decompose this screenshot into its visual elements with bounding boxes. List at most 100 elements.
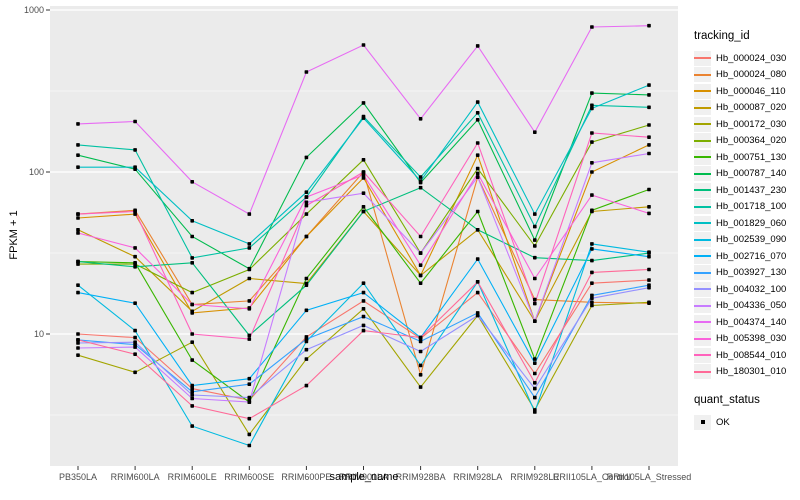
legend-line-swatch (694, 189, 711, 192)
legend-item: Hb_000024_030 (694, 50, 798, 67)
legend-key-box (694, 331, 711, 347)
legend-item-label: Hb_000364_020 (716, 135, 787, 147)
legend-key-box (694, 364, 711, 380)
legend-tracking-items: Hb_000024_030 Hb_000024_080 Hb_000046_110 H… (694, 50, 798, 380)
legend-item-label: Hb_004374_140 (716, 316, 787, 328)
legend-item: Hb_001437_230 (694, 182, 798, 199)
x-axis-title: sample_name (329, 471, 399, 483)
legend-item: Hb_000024_080 (694, 67, 798, 84)
svg-text:PB350LA: PB350LA (59, 472, 97, 482)
legend-line-swatch (694, 123, 711, 126)
legend-title-quant-status: quant_status (694, 394, 760, 406)
legend-key-box (694, 166, 711, 182)
legend-line-swatch (694, 205, 711, 208)
legend-line-swatch (694, 156, 711, 159)
legend-key-box (694, 149, 711, 165)
legend-key-box (694, 248, 711, 264)
legend-line-swatch (694, 271, 711, 274)
y-axis-title: FPKM + 1 (8, 210, 20, 260)
legend-item-label: Hb_000024_080 (716, 69, 787, 81)
svg-text:RRIM600LE: RRIM600LE (168, 472, 217, 482)
legend-item: Hb_003927_130 (694, 265, 798, 282)
legend-item: Hb_000364_020 (694, 133, 798, 150)
legend-item: Hb_000087_020 (694, 100, 798, 117)
legend-key-box (694, 347, 711, 363)
legend-item: Hb_004374_140 (694, 314, 798, 331)
legend-key-box (694, 298, 711, 314)
legend-item-label: OK (716, 416, 730, 428)
legend-line-swatch (694, 222, 711, 225)
svg-text:RRIM600LA: RRIM600LA (111, 472, 160, 482)
legend-key-box (694, 182, 711, 198)
legend-line-swatch (694, 288, 711, 291)
svg-text:1000: 1000 (24, 5, 44, 15)
legend-item-label: Hb_001718_100 (716, 201, 787, 213)
legend-item-label: Hb_008544_010 (716, 349, 787, 361)
svg-text:100: 100 (29, 167, 44, 177)
legend-item-label: Hb_002716_070 (716, 250, 787, 262)
svg-text:RRII105LA_Stressed: RRII105LA_Stressed (607, 472, 692, 482)
legend-key-box (694, 215, 711, 231)
legend-item-label: Hb_000087_020 (716, 102, 787, 114)
legend-item-label: Hb_000024_030 (716, 52, 787, 64)
legend-line-swatch (694, 238, 711, 241)
legend-line-swatch (694, 57, 711, 60)
legend-item-label: Hb_000172_030 (716, 118, 787, 130)
legend-item-label: Hb_001437_230 (716, 184, 787, 196)
legend-line-swatch (694, 304, 711, 307)
legend-item-label: Hb_003927_130 (716, 267, 787, 279)
legend-item: Hb_000172_030 (694, 116, 798, 133)
legend-item: Hb_000046_110 (694, 83, 798, 100)
legend-item: Hb_001718_100 (694, 199, 798, 216)
legend-line-swatch (694, 73, 711, 76)
svg-text:RRIM928LE: RRIM928LE (510, 472, 559, 482)
legend-key-box (694, 100, 711, 116)
legend-item-label: Hb_004336_050 (716, 300, 787, 312)
legend-item-quant-ok: OK (694, 414, 798, 431)
svg-text:RRIM600SE: RRIM600SE (224, 472, 274, 482)
legend-item: Hb_000787_140 (694, 166, 798, 183)
legend-key-box (694, 67, 711, 83)
legend-item: Hb_004336_050 (694, 298, 798, 315)
legend-key-box (694, 83, 711, 99)
legend-key-box (694, 133, 711, 149)
legend-item-label: Hb_004032_100 (716, 283, 787, 295)
legend-item: Hb_004032_100 (694, 281, 798, 298)
legend-item: Hb_002716_070 (694, 248, 798, 265)
legend-line-swatch (694, 337, 711, 340)
legend-key-box (694, 314, 711, 330)
legend-key-box (694, 50, 711, 66)
svg-text:RRIM901LA: RRIM901LA (339, 472, 388, 482)
legend-item: Hb_180301_010 (694, 364, 798, 381)
legend-key-box (694, 232, 711, 248)
legend-key-box (694, 281, 711, 297)
legend-line-swatch (694, 370, 711, 373)
legend-line-swatch (694, 90, 711, 93)
svg-text:RRII105LA_Control: RRII105LA_Control (553, 472, 631, 482)
legend-item: Hb_008544_010 (694, 347, 798, 364)
svg-text:RRIM600PE: RRIM600PE (281, 472, 331, 482)
legend-item: Hb_002539_090 (694, 232, 798, 249)
legend-line-swatch (694, 172, 711, 175)
legend-key-box (694, 199, 711, 215)
legend: tracking_id Hb_000024_030 Hb_000024_080 Hb… (694, 30, 798, 431)
svg-text:RRIM928LA: RRIM928LA (453, 472, 502, 482)
legend-title-tracking-id: tracking_id (694, 30, 750, 42)
point-square-icon (700, 420, 705, 425)
svg-text:10: 10 (34, 329, 44, 339)
legend-line-swatch (694, 321, 711, 324)
legend-item: Hb_001829_060 (694, 215, 798, 232)
legend-line-swatch (694, 106, 711, 109)
legend-item-label: Hb_000046_110 (716, 85, 786, 97)
legend-item-label: Hb_001829_060 (716, 217, 787, 229)
legend-item: Hb_005398_030 (694, 331, 798, 348)
legend-item-label: Hb_005398_030 (716, 333, 787, 345)
svg-text:RRIM928BA: RRIM928BA (396, 472, 446, 482)
legend-item-label: Hb_002539_090 (716, 234, 787, 246)
legend-key-box (694, 265, 711, 281)
legend-item-label: Hb_000751_130 (716, 151, 787, 163)
legend-item: Hb_000751_130 (694, 149, 798, 166)
legend-key-box (694, 414, 711, 430)
